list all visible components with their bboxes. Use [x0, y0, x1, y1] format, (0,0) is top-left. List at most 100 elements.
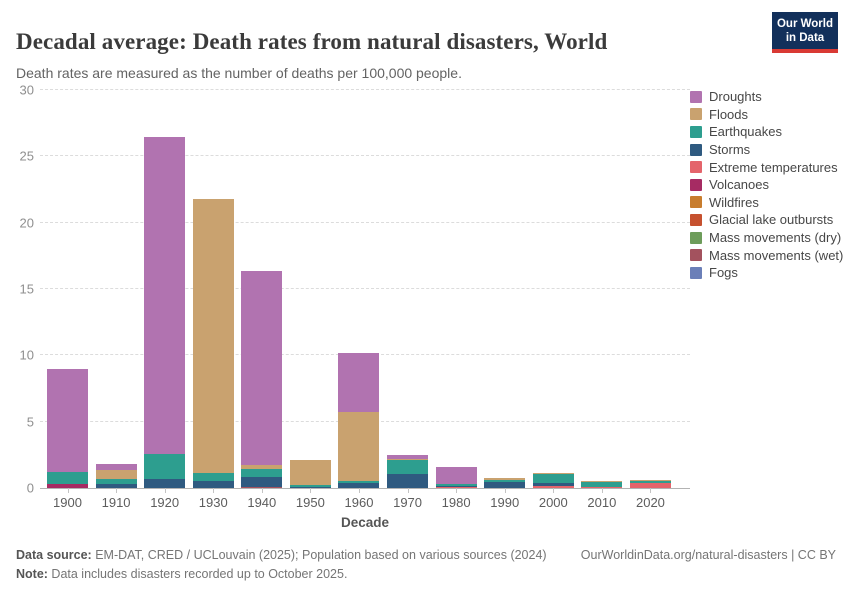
legend-swatch: [690, 161, 702, 174]
y-tick-label: 15: [19, 281, 34, 297]
bar-segment[interactable]: [387, 460, 429, 475]
bar-segment[interactable]: [241, 271, 283, 466]
bar-segment[interactable]: [581, 480, 623, 482]
bar-segment[interactable]: [532, 473, 574, 475]
bar-segment[interactable]: [192, 198, 234, 474]
grid-line: [40, 89, 690, 90]
x-tick-mark: [407, 488, 409, 493]
bar-segment[interactable]: [289, 486, 331, 488]
bar-segment[interactable]: [435, 485, 477, 488]
bar-segment[interactable]: [532, 482, 574, 487]
legend-swatch: [690, 108, 702, 121]
bar-1900[interactable]: [47, 369, 88, 488]
legend-item[interactable]: Storms: [690, 141, 848, 159]
bar-segment[interactable]: [629, 480, 671, 482]
bar-segment[interactable]: [581, 481, 623, 488]
x-axis: 1900 1910 1920 1930 1940 1950 1960 1970 1980 1990…: [40, 495, 690, 511]
bar-segment[interactable]: [47, 472, 88, 485]
bar-segment[interactable]: [532, 474, 574, 483]
owid-logo[interactable]: Our World in Data: [772, 12, 838, 53]
bar-segment[interactable]: [435, 483, 477, 485]
bar-segment[interactable]: [95, 479, 137, 485]
legend-item[interactable]: Earthquakes: [690, 123, 848, 141]
bar-segment[interactable]: [47, 369, 88, 473]
legend-item[interactable]: Volcanoes: [690, 176, 848, 194]
legend-item[interactable]: Mass movements (dry): [690, 229, 848, 247]
legend-item[interactable]: Mass movements (wet): [690, 246, 848, 264]
bar-segment[interactable]: [95, 464, 137, 471]
bar-1910[interactable]: [95, 464, 137, 488]
bar-segment[interactable]: [581, 487, 623, 488]
legend-item[interactable]: Extreme temperatures: [690, 158, 848, 176]
bar-segment[interactable]: [95, 484, 137, 488]
bar-segment[interactable]: [435, 487, 477, 488]
bar-segment[interactable]: [484, 478, 526, 481]
bar-segment[interactable]: [47, 484, 88, 488]
bar-segment[interactable]: [338, 353, 380, 413]
x-axis-line: [40, 488, 690, 489]
bar-segment[interactable]: [144, 137, 186, 454]
legend-item[interactable]: Fogs: [690, 264, 848, 282]
bar-segment[interactable]: [629, 481, 671, 483]
bar-segment[interactable]: [192, 473, 234, 482]
legend-label: Fogs: [709, 265, 738, 281]
citation-link[interactable]: OurWorldinData.org/natural-disasters | C…: [580, 548, 836, 562]
legend-swatch: [690, 231, 702, 244]
bar-segment[interactable]: [338, 412, 380, 482]
legend-item[interactable]: Droughts: [690, 88, 848, 106]
bar-segment[interactable]: [95, 470, 137, 480]
bar-segment[interactable]: [338, 481, 380, 483]
bar-1920[interactable]: [144, 137, 186, 488]
legend-label: Floods: [709, 106, 749, 122]
legend: Droughts Floods Earthquakes Storms Extreme t…: [690, 88, 848, 282]
legend-item[interactable]: Wildfires: [690, 194, 848, 212]
bar-segment[interactable]: [387, 458, 429, 461]
bar-segment[interactable]: [532, 486, 574, 488]
owid-logo-line2: in Data: [785, 32, 825, 44]
bar-segment[interactable]: [144, 478, 186, 488]
bar-segment[interactable]: [241, 465, 283, 470]
x-tick-mark: [358, 488, 360, 493]
legend-label: Wildfires: [709, 194, 759, 210]
bar-segment[interactable]: [241, 469, 283, 478]
legend-label: Mass movements (dry): [709, 230, 842, 246]
bar-segment[interactable]: [484, 482, 526, 488]
bar-segment[interactable]: [241, 487, 283, 488]
x-tick-label: 1920: [150, 495, 180, 510]
bar-1990[interactable]: [484, 478, 526, 488]
bar-segment[interactable]: [241, 477, 283, 488]
legend-swatch: [690, 178, 702, 191]
bar-1950[interactable]: [289, 459, 331, 488]
y-tick-label: 25: [19, 148, 34, 164]
bar-1970[interactable]: [387, 454, 429, 488]
legend-item[interactable]: Glacial lake outbursts: [690, 211, 848, 229]
bar-segment[interactable]: [144, 453, 186, 479]
legend-swatch: [690, 143, 702, 156]
x-tick-mark: [67, 488, 69, 493]
bar-1960[interactable]: [338, 353, 380, 488]
legend-item[interactable]: Floods: [690, 106, 848, 124]
bar-segment[interactable]: [387, 454, 429, 459]
bar-segment[interactable]: [435, 466, 477, 484]
bar-2000[interactable]: [532, 473, 574, 488]
x-tick-mark: [261, 488, 263, 493]
bar-1930[interactable]: [192, 198, 234, 488]
bar-segment[interactable]: [435, 484, 477, 486]
x-tick-mark: [650, 488, 652, 493]
bar-2020[interactable]: [629, 480, 671, 488]
bar-segment[interactable]: [387, 474, 429, 488]
bar-1940[interactable]: [241, 271, 283, 488]
x-tick-label: 1980: [441, 495, 471, 510]
bar-segment[interactable]: [629, 482, 671, 488]
bar-2010[interactable]: [581, 480, 623, 488]
bar-segment[interactable]: [484, 480, 526, 483]
note-label: Note:: [16, 567, 48, 581]
bar-segment[interactable]: [338, 482, 380, 488]
legend-label: Glacial lake outbursts: [709, 212, 834, 228]
page-title: Decadal average: Death rates from natura…: [16, 29, 608, 55]
bar-segment[interactable]: [289, 459, 331, 486]
bar-segment[interactable]: [192, 481, 234, 488]
bar-segment[interactable]: [289, 485, 331, 487]
bar-1980[interactable]: [435, 466, 477, 488]
